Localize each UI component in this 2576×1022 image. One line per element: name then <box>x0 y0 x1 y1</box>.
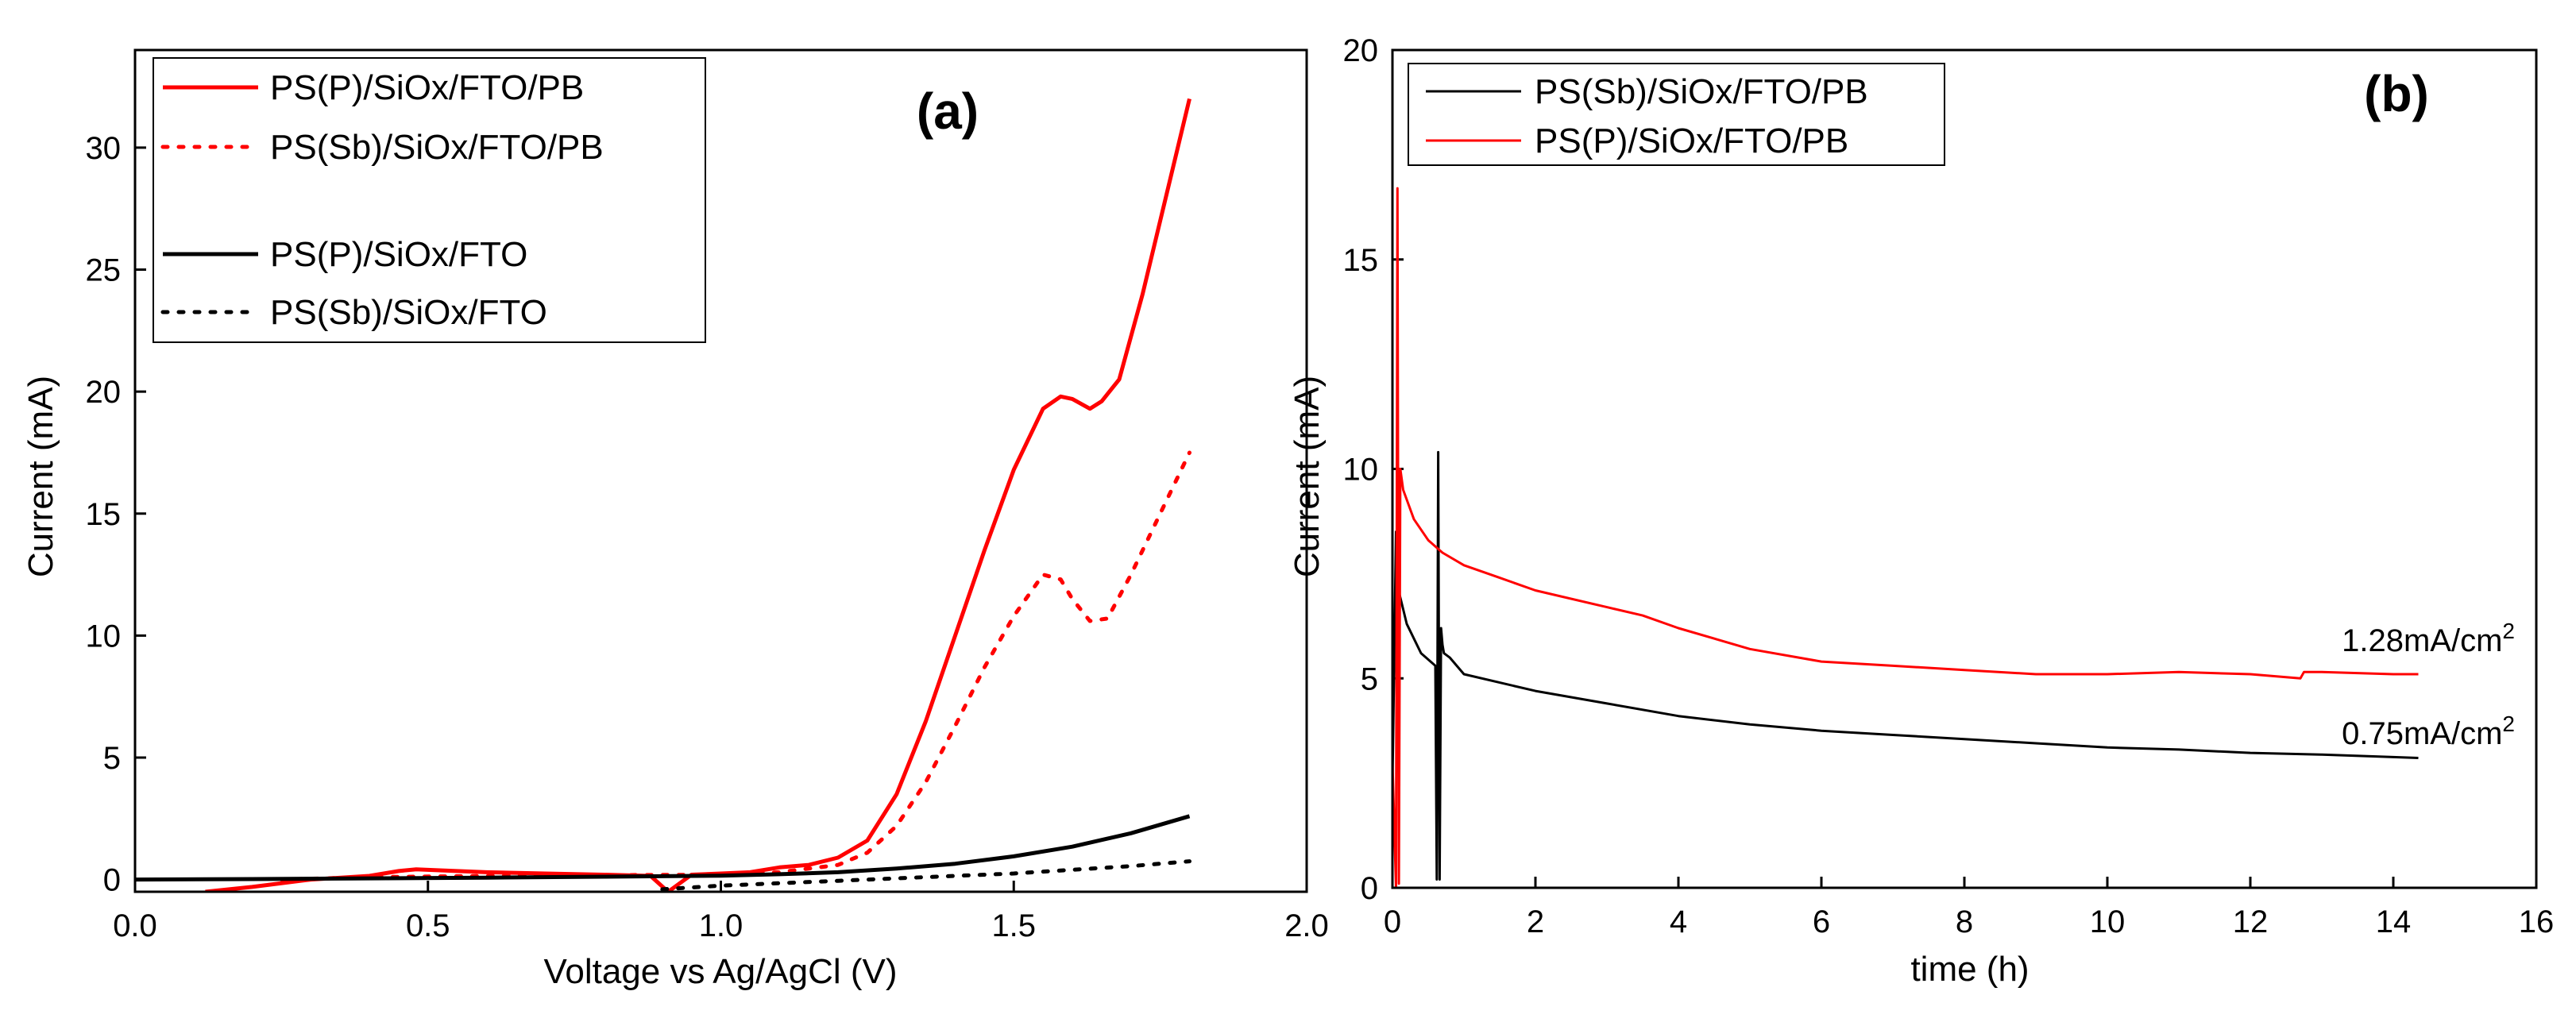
panel-a-tick-labels: 0.0 0.5 1.0 1.5 2.0 0 5 10 15 20 25 30 <box>86 131 1329 943</box>
panel-b-ticks <box>1391 48 2538 889</box>
annotation-ps-sb-current-density: 0.75mA/cm2 <box>2342 712 2515 751</box>
annotation-ps-sb-sup: 2 <box>2502 712 2515 736</box>
panel-b-frame <box>1391 48 2538 889</box>
x-tick-label-a-1: 0.5 <box>406 908 450 943</box>
legend-label-ps-sb-pb: PS(Sb)/SiOx/FTO/PB <box>270 128 604 167</box>
panel-b-tick-labels: 0 2 4 6 8 10 12 14 16 0 5 10 15 20 <box>1343 33 2555 939</box>
x-tick-label-a-4: 2.0 <box>1284 908 1329 943</box>
x-tick-label-b-0: 0 <box>1384 904 1401 939</box>
series-line-b-ps-p-siox-fto-pb <box>1392 187 2419 888</box>
panel-a-frame <box>133 48 1308 893</box>
annotation-ps-p-current-density: 1.28mA/cm2 <box>2342 619 2515 658</box>
x-tick-label-b-3: 6 <box>1813 904 1830 939</box>
y-tick-label-a-2: 10 <box>86 619 122 654</box>
y-tick-label-a-6: 30 <box>86 131 122 166</box>
y-tick-label-b-2: 10 <box>1343 453 1379 488</box>
y-tick-label-a-4: 20 <box>86 375 122 410</box>
x-tick-label-b-5: 10 <box>2090 904 2126 939</box>
y-tick-label-b-4: 20 <box>1343 33 1379 68</box>
y-tick-label-b-3: 15 <box>1343 243 1379 278</box>
x-tick-label-b-4: 8 <box>1956 904 1973 939</box>
panel-b-label: (b) <box>2364 65 2429 122</box>
panel-a: 0.0 0.5 1.0 1.5 2.0 0 5 10 15 20 25 30 Voltage vs A… <box>21 48 1329 991</box>
legend-label-ps-p: PS(P)/SiOx/FTO <box>270 235 527 274</box>
x-tick-label-b-1: 2 <box>1527 904 1544 939</box>
x-tick-label-a-0: 0.0 <box>113 908 157 943</box>
x-tick-label-a-2: 1.0 <box>699 908 743 943</box>
y-tick-label-a-0: 0 <box>103 863 121 898</box>
series-line-b-ps-sb-siox-fto-pb <box>1392 450 2419 881</box>
y-tick-label-a-1: 5 <box>103 741 121 776</box>
annotation-ps-p-text: 1.28mA/cm <box>2342 623 2502 658</box>
y-tick-label-b-0: 0 <box>1361 871 1378 906</box>
y-tick-label-a-3: 15 <box>86 497 122 532</box>
x-tick-label-b-2: 4 <box>1670 904 1687 939</box>
legend-label-ps-p-pb: PS(P)/SiOx/FTO/PB <box>270 68 584 107</box>
panel-b: 0 2 4 6 8 10 12 14 16 0 5 10 15 20 time (h) Current (… <box>1288 33 2554 989</box>
panel-b-x-axis-title: time (h) <box>1910 950 2029 989</box>
x-tick-label-b-7: 14 <box>2376 904 2412 939</box>
series-line-a-ps-sb-siox-fto-pb <box>279 450 1191 882</box>
panel-a-series <box>135 98 1191 892</box>
annotation-ps-p-sup: 2 <box>2502 619 2515 643</box>
legend-label-b-ps-p-pb: PS(P)/SiOx/FTO/PB <box>1535 121 1848 160</box>
panel-a-legend: PS(P)/SiOx/FTO/PB PS(Sb)/SiOx/FTO/PB PS(… <box>153 57 706 343</box>
panel-b-y-axis-title: Current (mA) <box>1288 376 1327 577</box>
x-tick-label-b-6: 12 <box>2233 904 2269 939</box>
annotation-ps-sb-text: 0.75mA/cm <box>2342 716 2502 751</box>
panel-a-x-axis-title: Voltage vs Ag/AgCl (V) <box>543 952 897 991</box>
legend-label-ps-sb: PS(Sb)/SiOx/FTO <box>270 293 547 332</box>
panel-b-legend: PS(Sb)/SiOx/FTO/PB PS(P)/SiOx/FTO/PB <box>1408 63 1945 166</box>
series-line-a-ps-p-siox-fto <box>135 814 1191 882</box>
x-tick-label-a-3: 1.5 <box>991 908 1036 943</box>
y-tick-label-b-1: 5 <box>1361 661 1378 696</box>
panel-a-legend-box <box>153 57 706 343</box>
legend-label-b-ps-sb-pb: PS(Sb)/SiOx/FTO/PB <box>1535 72 1868 111</box>
panel-b-series <box>1392 187 2419 888</box>
panel-b-legend-box <box>1408 63 1945 166</box>
panel-a-y-axis-title: Current (mA) <box>21 376 60 577</box>
x-tick-label-b-8: 16 <box>2519 904 2555 939</box>
y-tick-label-a-5: 25 <box>86 253 122 288</box>
panel-a-label: (a) <box>917 83 979 140</box>
series-line-a-ps-p-siox-fto-pb <box>205 98 1191 892</box>
